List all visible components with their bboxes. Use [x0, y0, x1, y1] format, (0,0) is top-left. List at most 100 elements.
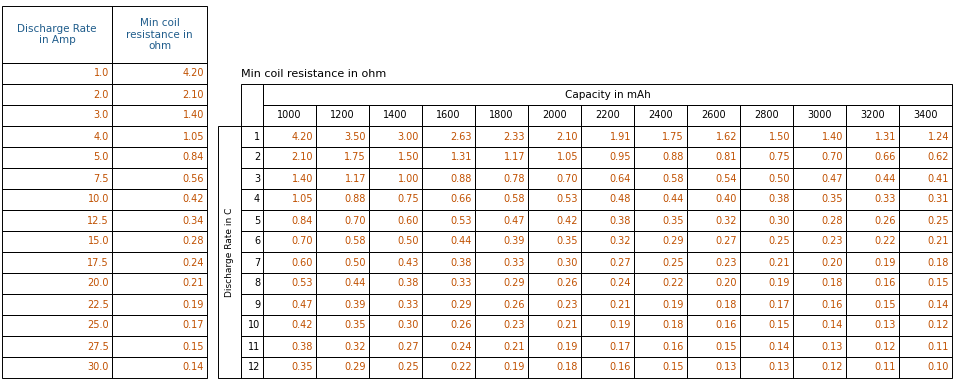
Bar: [846, 336, 899, 357]
Bar: [634, 273, 687, 294]
Bar: [581, 357, 634, 378]
Text: 0.16: 0.16: [663, 341, 684, 351]
Text: 0.24: 0.24: [451, 341, 472, 351]
Text: 0.19: 0.19: [503, 362, 525, 372]
Text: 0.84: 0.84: [182, 152, 204, 162]
Text: 0.41: 0.41: [927, 174, 949, 184]
Text: 4.20: 4.20: [182, 68, 204, 78]
Bar: [740, 231, 793, 252]
Text: 3.00: 3.00: [397, 131, 419, 141]
Bar: [2, 357, 112, 378]
Bar: [422, 105, 475, 126]
Bar: [687, 273, 740, 294]
Text: 27.5: 27.5: [87, 341, 109, 351]
Text: 0.26: 0.26: [557, 278, 578, 288]
Bar: [581, 147, 634, 168]
Bar: [581, 189, 634, 210]
Bar: [793, 189, 846, 210]
Text: 0.38: 0.38: [291, 341, 313, 351]
Text: 0.21: 0.21: [609, 300, 631, 310]
Bar: [475, 252, 528, 273]
Bar: [475, 357, 528, 378]
Text: 0.19: 0.19: [875, 258, 896, 268]
Text: 0.15: 0.15: [875, 300, 896, 310]
Bar: [2, 231, 112, 252]
Text: 0.60: 0.60: [397, 215, 419, 225]
Text: 0.35: 0.35: [821, 195, 843, 205]
Bar: [740, 273, 793, 294]
Bar: [112, 63, 207, 84]
Bar: [846, 210, 899, 231]
Text: 0.44: 0.44: [451, 237, 472, 247]
Bar: [241, 294, 263, 315]
Text: 0.29: 0.29: [345, 362, 366, 372]
Text: 0.66: 0.66: [875, 152, 896, 162]
Text: 2.10: 2.10: [557, 131, 578, 141]
Bar: [263, 147, 316, 168]
Text: 0.32: 0.32: [715, 215, 737, 225]
Bar: [846, 294, 899, 315]
Text: 0.23: 0.23: [503, 321, 525, 331]
Text: 0.53: 0.53: [451, 215, 472, 225]
Text: 0.17: 0.17: [182, 321, 204, 331]
Bar: [528, 336, 581, 357]
Text: 1.05: 1.05: [557, 152, 578, 162]
Bar: [475, 168, 528, 189]
Text: 0.25: 0.25: [769, 237, 790, 247]
Text: 1.40: 1.40: [821, 131, 843, 141]
Bar: [241, 84, 263, 126]
Bar: [316, 147, 369, 168]
Bar: [581, 252, 634, 273]
Bar: [740, 336, 793, 357]
Text: 1.05: 1.05: [182, 131, 204, 141]
Bar: [2, 210, 112, 231]
Text: Min coil
resistance in
ohm: Min coil resistance in ohm: [126, 18, 193, 51]
Text: 0.70: 0.70: [291, 237, 313, 247]
Bar: [475, 336, 528, 357]
Bar: [634, 357, 687, 378]
Text: 0.66: 0.66: [451, 195, 472, 205]
Bar: [634, 231, 687, 252]
Text: 15.0: 15.0: [88, 237, 109, 247]
Bar: [422, 210, 475, 231]
Bar: [369, 294, 422, 315]
Bar: [241, 168, 263, 189]
Text: 0.38: 0.38: [451, 258, 472, 268]
Text: 5: 5: [254, 215, 260, 225]
Bar: [316, 126, 369, 147]
Bar: [316, 189, 369, 210]
Text: 1.17: 1.17: [503, 152, 525, 162]
Text: 0.58: 0.58: [345, 237, 366, 247]
Bar: [634, 294, 687, 315]
Bar: [899, 315, 952, 336]
Text: 2.0: 2.0: [94, 89, 109, 99]
Text: Min coil resistance in ohm: Min coil resistance in ohm: [241, 69, 386, 79]
Bar: [793, 273, 846, 294]
Bar: [581, 315, 634, 336]
Bar: [687, 189, 740, 210]
Text: 2800: 2800: [754, 111, 779, 121]
Text: 0.13: 0.13: [821, 341, 843, 351]
Text: 1.50: 1.50: [397, 152, 419, 162]
Bar: [899, 252, 952, 273]
Bar: [241, 357, 263, 378]
Text: 3: 3: [254, 174, 260, 184]
Text: 3000: 3000: [807, 111, 832, 121]
Bar: [2, 105, 112, 126]
Bar: [793, 294, 846, 315]
Text: 0.20: 0.20: [821, 258, 843, 268]
Text: 11: 11: [247, 341, 260, 351]
Bar: [422, 315, 475, 336]
Text: Capacity in mAh: Capacity in mAh: [564, 89, 650, 99]
Bar: [899, 105, 952, 126]
Text: Discharge Rate in C: Discharge Rate in C: [225, 207, 234, 297]
Text: 2400: 2400: [648, 111, 673, 121]
Text: 0.44: 0.44: [875, 174, 896, 184]
Text: 0.23: 0.23: [821, 237, 843, 247]
Text: 0.33: 0.33: [451, 278, 472, 288]
Text: 12: 12: [247, 362, 260, 372]
Text: 0.23: 0.23: [557, 300, 578, 310]
Bar: [422, 252, 475, 273]
Text: 0.18: 0.18: [927, 258, 949, 268]
Bar: [687, 210, 740, 231]
